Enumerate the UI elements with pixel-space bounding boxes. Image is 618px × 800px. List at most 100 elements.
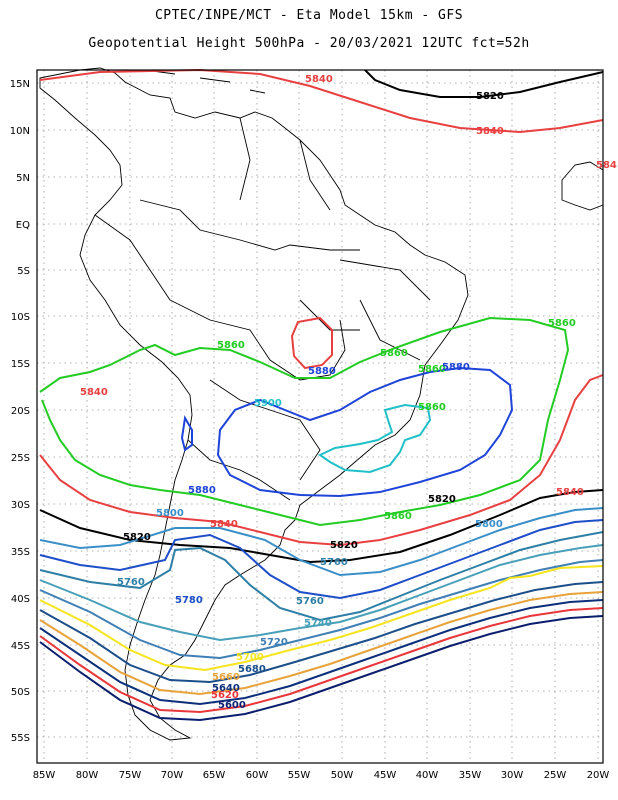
continent-outlines	[39, 67, 604, 741]
contour-label-5620: 5620	[211, 690, 239, 701]
contour-label-5820: 5820	[428, 494, 456, 505]
lon-tick-label: 60W	[246, 770, 269, 781]
lat-tick-label: 45S	[11, 641, 30, 652]
contour-label-5740: 5740	[304, 618, 332, 629]
lat-tick-label: 5N	[16, 173, 30, 184]
lat-tick-label: EQ	[16, 220, 30, 231]
country-border	[94, 214, 171, 301]
lat-tick-label: 25S	[11, 453, 30, 464]
contour-label-5840: 5840	[476, 126, 504, 137]
lat-tick-label: 15S	[11, 359, 30, 370]
country-border	[299, 139, 331, 211]
contour-label-5880: 5880	[188, 485, 216, 496]
lat-tick-label: 30S	[11, 500, 30, 511]
contour-label-5800: 5800	[475, 519, 503, 530]
lon-tick-label: 45W	[374, 770, 397, 781]
lat-tick-label: 15N	[10, 79, 30, 90]
contour-label-5800: 5800	[156, 508, 184, 519]
geopotential-contours	[39, 68, 604, 722]
contour-label-5820: 5820	[330, 540, 358, 551]
contour-label-5860: 5860	[217, 340, 245, 351]
contour-label-5820: 5820	[123, 532, 151, 543]
contour-5820-south	[39, 489, 604, 564]
contour-label-5860: 5860	[418, 402, 446, 413]
lon-tick-label: 50W	[331, 770, 354, 781]
contour-5620	[39, 607, 604, 714]
country-border	[169, 299, 346, 381]
contour-label-5900: 5900	[254, 398, 282, 409]
contour-5840-south	[39, 374, 604, 547]
contour-label-5680: 5680	[238, 664, 266, 675]
country-border	[139, 199, 360, 251]
contour-label-5840: 5840	[556, 487, 584, 498]
country-border	[209, 379, 321, 481]
contour-label-5780: 5780	[175, 595, 203, 606]
contour-5820-north	[364, 69, 604, 98]
contour-5780	[39, 519, 604, 600]
lat-tick-label: 35S	[11, 547, 30, 558]
lat-tick-label: 5S	[17, 266, 30, 277]
lat-tick-label: 50S	[11, 687, 30, 698]
contour-5740	[39, 544, 604, 642]
contour-label-5840: 5840	[305, 74, 333, 85]
lat-tick-label: 55S	[11, 733, 30, 744]
contour-5600	[39, 615, 604, 722]
contour-5880-north	[216, 366, 514, 498]
contour-label-5860: 5860	[548, 318, 576, 329]
lon-tick-label: 25W	[544, 770, 567, 781]
contour-5840-north	[39, 68, 604, 134]
contour-5800	[39, 507, 604, 577]
state-borders	[299, 259, 431, 361]
lon-tick-label: 55W	[288, 770, 311, 781]
lon-tick-label: 80W	[76, 770, 99, 781]
contour-label-5760: 5760	[296, 596, 324, 607]
lat-lon-grid	[37, 70, 603, 763]
contour-label-5880: 5880	[442, 362, 470, 373]
country-border	[187, 439, 291, 501]
contour-label-5860: 5860	[384, 511, 412, 522]
contour-5900	[318, 403, 432, 474]
chart-title-line-1: CPTEC/INPE/MCT - Eta Model 15km - GFS	[154, 8, 464, 23]
contour-label-5840: 584	[596, 160, 617, 171]
contour-5880-west	[180, 415, 193, 452]
lon-tick-label: 70W	[161, 770, 184, 781]
contour-label-5720: 5720	[260, 637, 288, 648]
chart-title-line-2: Geopotential Height 500hPa - 20/03/2021 …	[88, 36, 530, 51]
contour-5840-closed	[290, 316, 333, 370]
lat-tick-label: 10N	[10, 126, 30, 137]
country-border	[239, 117, 251, 201]
contour-5660	[39, 591, 604, 696]
contour-5680	[39, 581, 604, 684]
contour-label-5700: 5700	[236, 652, 264, 663]
map-frame	[36, 69, 604, 764]
south-america-coastline	[39, 67, 469, 741]
contour-label-5860: 5860	[380, 348, 408, 359]
contour-label-5840: 5840	[80, 387, 108, 398]
contour-label-5860: 5860	[418, 364, 446, 375]
lon-tick-label: 30W	[501, 770, 524, 781]
contour-5760	[39, 531, 604, 622]
contour-5640	[39, 599, 604, 706]
lon-tick-label: 35W	[459, 770, 482, 781]
lon-tick-label: 85W	[33, 770, 56, 781]
latitude-labels: 15N 10N 5N EQ 5S 10S 15S 20S 25S 30S 35S 40S 45S 50S 5…	[10, 79, 30, 744]
contour-label-5660: 5660	[212, 672, 240, 683]
contour-label-5600: 5600	[218, 700, 246, 711]
contour-label-5820: 5820	[476, 91, 504, 102]
lat-tick-label: 20S	[11, 406, 30, 417]
contour-label-5760: 5760	[320, 557, 348, 568]
contour-5860	[39, 316, 570, 527]
lon-tick-label: 20W	[587, 770, 610, 781]
lat-tick-label: 40S	[11, 594, 30, 605]
lat-tick-label: 10S	[11, 312, 30, 323]
contour-5700	[39, 565, 604, 672]
longitude-labels: 85W 80W 75W 70W 65W 60W 55W 50W 45W 40W 35W 30W 25W 2…	[33, 770, 610, 781]
contour-label-5880: 5880	[308, 366, 336, 377]
contour-label-5840: 5840	[210, 519, 238, 530]
lon-tick-label: 65W	[203, 770, 226, 781]
lon-tick-label: 40W	[416, 770, 439, 781]
contour-label-5760: 5760	[117, 577, 145, 588]
contour-label-5640: 5640	[212, 683, 240, 694]
